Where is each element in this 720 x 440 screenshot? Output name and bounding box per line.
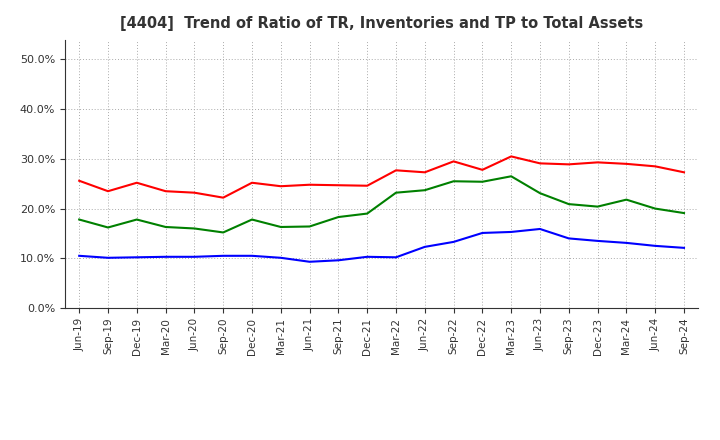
- Inventories: [276, 255, 285, 260]
- Trade Receivables: [478, 167, 487, 172]
- Trade Receivables: [305, 182, 314, 187]
- Inventories: [651, 243, 660, 249]
- Trade Payables: [248, 217, 256, 222]
- Trade Receivables: [392, 168, 400, 173]
- Inventories: [248, 253, 256, 258]
- Inventories: [478, 230, 487, 235]
- Line: Trade Payables: Trade Payables: [79, 176, 684, 232]
- Inventories: [392, 255, 400, 260]
- Inventories: [622, 240, 631, 246]
- Inventories: [593, 238, 602, 244]
- Trade Receivables: [104, 189, 112, 194]
- Trade Payables: [680, 210, 688, 216]
- Trade Receivables: [276, 183, 285, 189]
- Inventories: [363, 254, 372, 260]
- Trade Receivables: [219, 195, 228, 200]
- Trade Payables: [593, 204, 602, 209]
- Trade Payables: [104, 225, 112, 230]
- Trade Receivables: [622, 161, 631, 166]
- Inventories: [507, 229, 516, 235]
- Trade Payables: [651, 206, 660, 211]
- Inventories: [420, 244, 429, 249]
- Trade Payables: [75, 217, 84, 222]
- Trade Receivables: [564, 162, 573, 167]
- Trade Receivables: [248, 180, 256, 185]
- Trade Receivables: [161, 189, 170, 194]
- Trade Receivables: [190, 190, 199, 195]
- Trade Payables: [190, 226, 199, 231]
- Trade Payables: [507, 174, 516, 179]
- Inventories: [75, 253, 84, 258]
- Trade Receivables: [680, 170, 688, 175]
- Trade Receivables: [536, 161, 544, 166]
- Inventories: [536, 226, 544, 231]
- Trade Payables: [449, 179, 458, 184]
- Trade Payables: [420, 187, 429, 193]
- Inventories: [334, 258, 343, 263]
- Trade Payables: [132, 217, 141, 222]
- Trade Receivables: [507, 154, 516, 159]
- Trade Payables: [363, 211, 372, 216]
- Trade Receivables: [651, 164, 660, 169]
- Inventories: [449, 239, 458, 245]
- Trade Payables: [478, 179, 487, 184]
- Trade Payables: [536, 191, 544, 196]
- Inventories: [132, 255, 141, 260]
- Inventories: [305, 259, 314, 264]
- Trade Receivables: [363, 183, 372, 188]
- Trade Receivables: [593, 160, 602, 165]
- Inventories: [190, 254, 199, 260]
- Trade Payables: [305, 224, 314, 229]
- Inventories: [219, 253, 228, 258]
- Trade Payables: [219, 230, 228, 235]
- Inventories: [161, 254, 170, 260]
- Trade Receivables: [420, 170, 429, 175]
- Trade Payables: [622, 197, 631, 202]
- Trade Receivables: [334, 183, 343, 188]
- Title: [4404]  Trend of Ratio of TR, Inventories and TP to Total Assets: [4404] Trend of Ratio of TR, Inventories…: [120, 16, 643, 32]
- Line: Inventories: Inventories: [79, 229, 684, 262]
- Trade Payables: [334, 214, 343, 220]
- Line: Trade Receivables: Trade Receivables: [79, 156, 684, 198]
- Trade Receivables: [449, 159, 458, 164]
- Trade Payables: [161, 224, 170, 230]
- Trade Payables: [392, 190, 400, 195]
- Trade Receivables: [132, 180, 141, 185]
- Inventories: [680, 245, 688, 250]
- Inventories: [104, 255, 112, 260]
- Trade Payables: [276, 224, 285, 230]
- Trade Receivables: [75, 178, 84, 183]
- Inventories: [564, 236, 573, 241]
- Trade Payables: [564, 202, 573, 207]
